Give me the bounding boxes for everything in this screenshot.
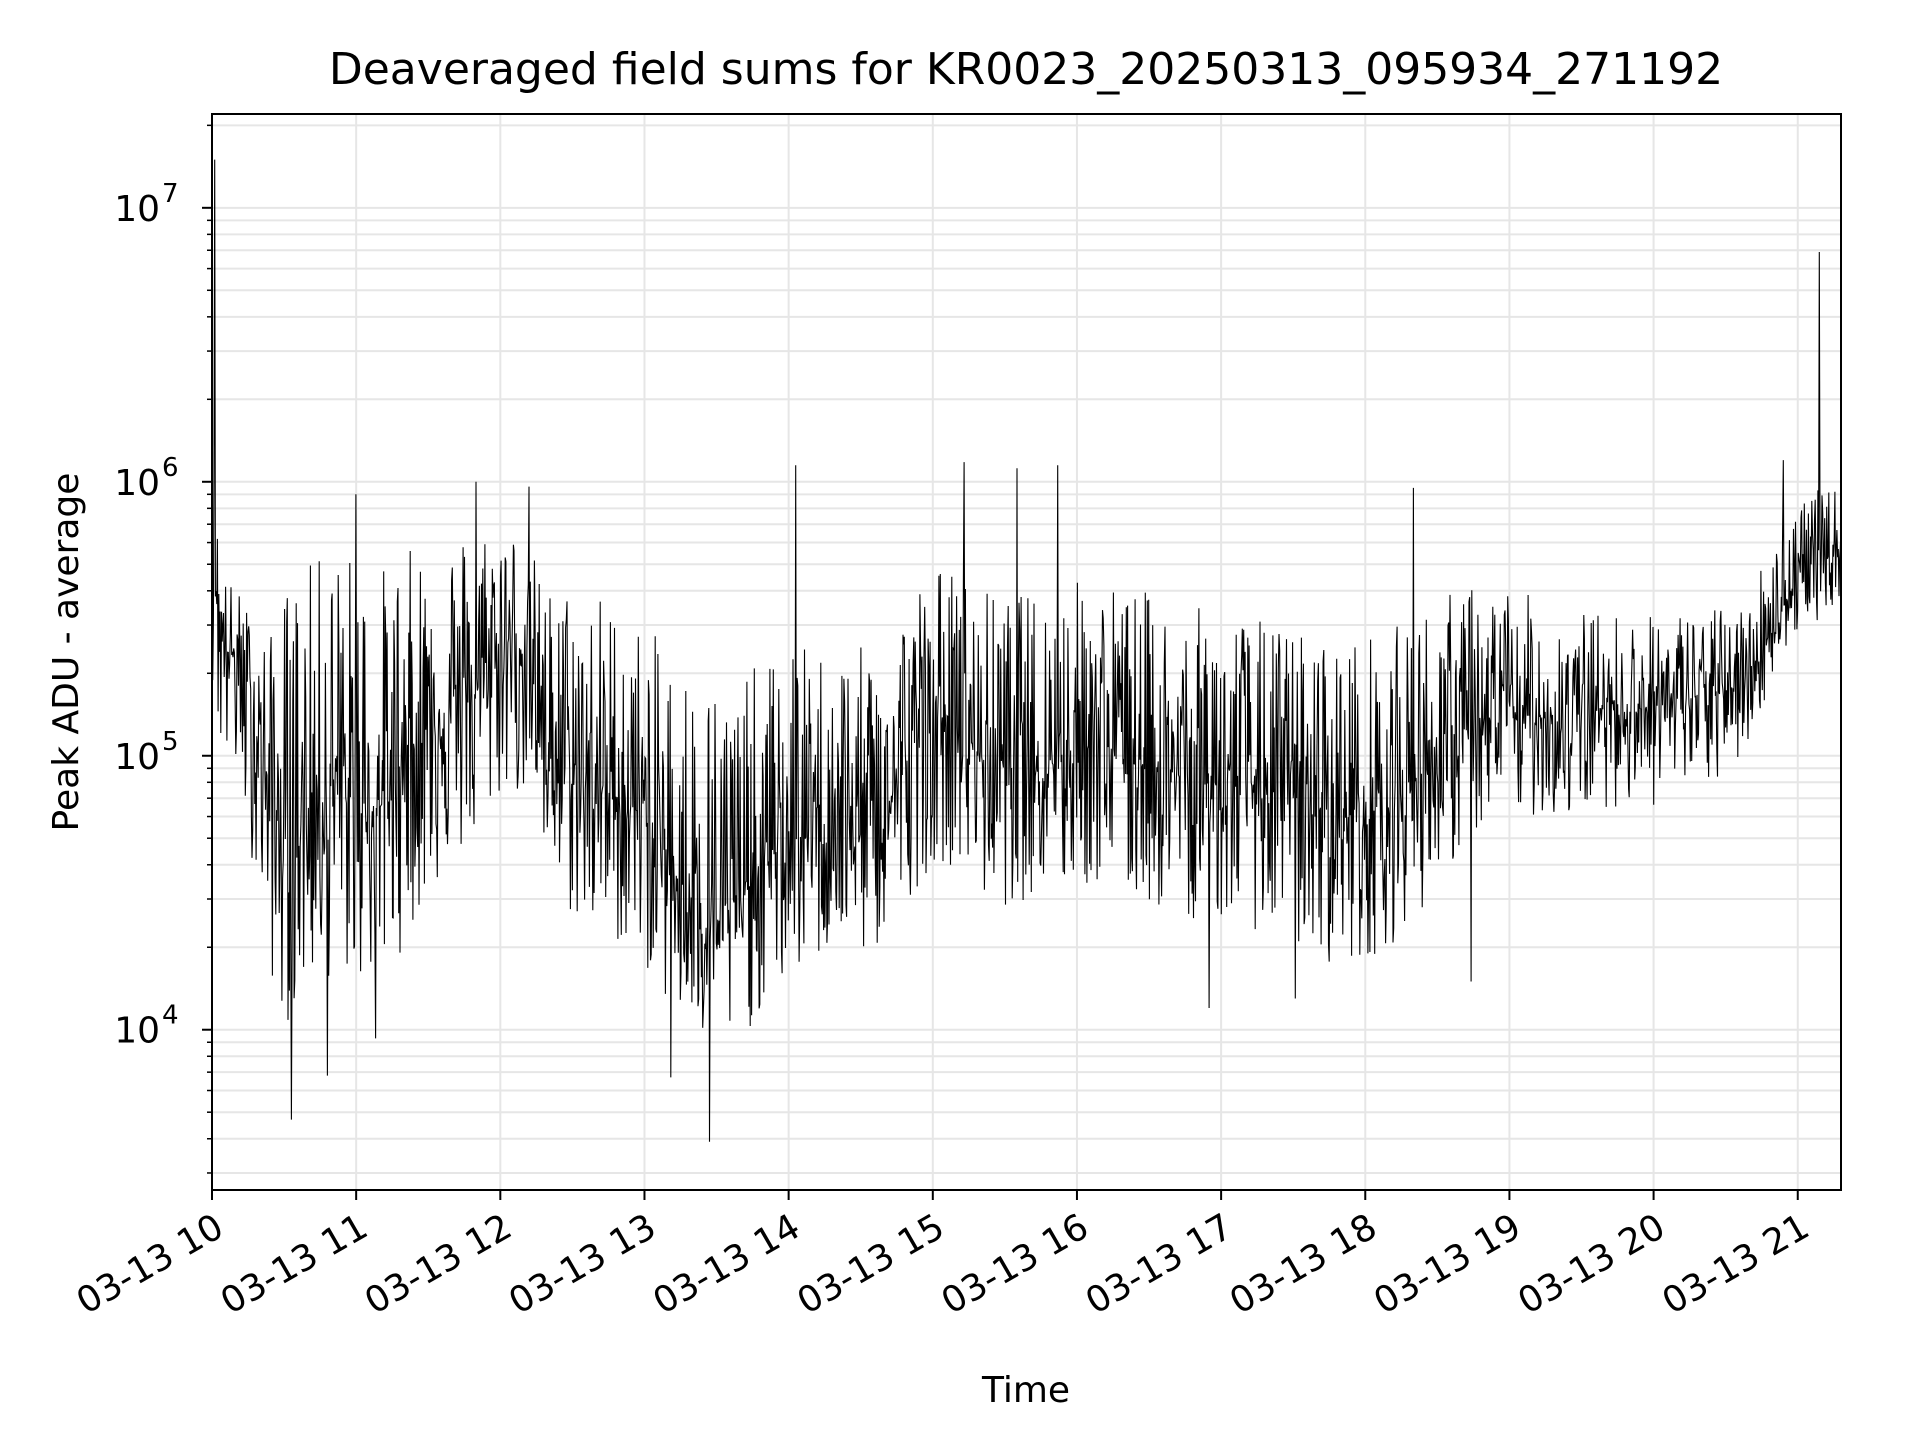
y-tick-exponent: 7 [162, 179, 179, 209]
y-tick-label: 10 [114, 737, 160, 778]
y-tick-label: 10 [114, 1011, 160, 1052]
y-tick-exponent: 6 [162, 453, 179, 483]
axes-frame [211, 113, 1842, 1191]
y-tick-exponent: 4 [162, 1001, 179, 1031]
y-tick-label: 10 [114, 189, 160, 230]
series-line [211, 159, 1842, 1142]
y-tick-exponent: 5 [162, 727, 179, 757]
plot-area [211, 159, 1842, 1142]
y-tick-label: 10 [114, 463, 160, 504]
chart-title: Deaveraged field sums for KR0023_2025031… [329, 44, 1723, 95]
y-axis-label: Peak ADU - average [46, 473, 87, 832]
x-axis-label: Time [981, 1370, 1070, 1411]
